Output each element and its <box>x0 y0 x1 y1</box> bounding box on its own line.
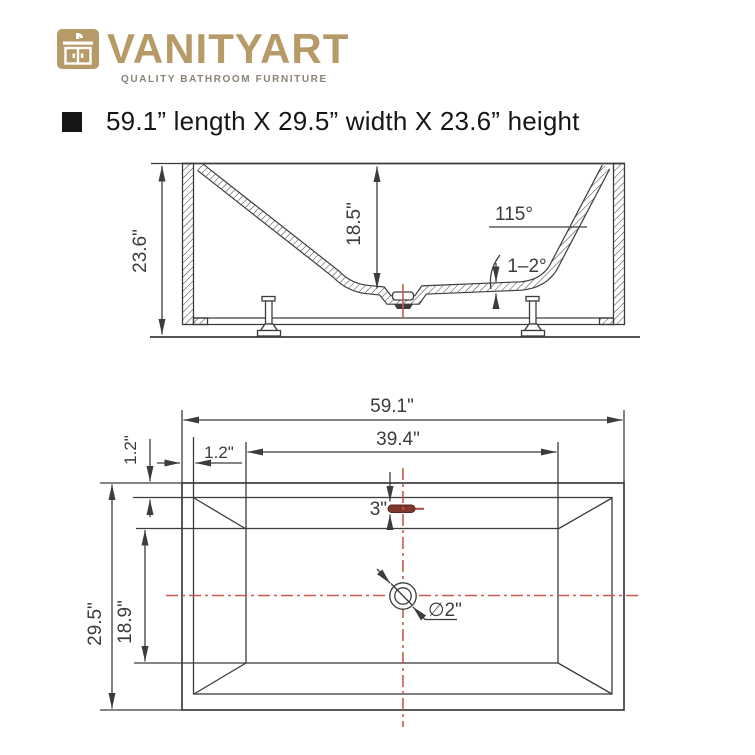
basin-floor-width-label: 18.9" <box>115 600 136 644</box>
wall-angle-callout: 115° <box>489 204 587 228</box>
overall-length-label: 59.1" <box>370 396 414 417</box>
dim-overall-width: 29.5" <box>85 484 182 711</box>
vanity-cabinet-icon <box>57 29 99 69</box>
brand-logo: VANITYART QUALITY BATHROOM FURNITURE <box>56 28 349 85</box>
floor-slope-callout: 1–2° <box>489 254 547 309</box>
right-wall-section <box>612 162 626 326</box>
floor-slope-label: 1–2° <box>507 256 546 277</box>
elevation-view: 23.6" 18.5" 115° 1–2° <box>130 162 640 338</box>
basin-depth-label: 18.5" <box>344 202 365 246</box>
brand-wordmark: VANITYART <box>107 25 350 72</box>
dim-basin-floor-length: 39.4" <box>245 429 559 528</box>
overflow-slot <box>387 504 424 513</box>
left-wall-section <box>181 162 195 326</box>
dim-overall-length: 59.1" <box>181 396 625 483</box>
dim-rim-offset-top: 1.2" <box>100 435 193 517</box>
basin-corner-slopes <box>193 497 613 695</box>
left-foot <box>256 295 282 337</box>
plinth-section-left <box>192 317 209 326</box>
square-bullet-icon <box>62 111 82 132</box>
wall-angle-label: 115° <box>495 204 533 225</box>
plan-view: 59.1" 39.4" 1.2" 1.2" 3" <box>85 396 638 727</box>
basin-floor-length-label: 39.4" <box>376 429 420 450</box>
overall-width-label: 29.5" <box>85 602 106 646</box>
plinth-section-right <box>598 317 615 326</box>
dim-basin-depth: 18.5" <box>344 166 381 289</box>
right-foot <box>520 295 546 337</box>
dim-basin-floor-width: 18.9" <box>115 527 246 664</box>
rim-offset-top-label: 1.2" <box>121 435 140 465</box>
overall-height-label: 23.6" <box>130 229 151 273</box>
dim-overall-height: 23.6" <box>130 162 182 335</box>
brand-tagline: QUALITY BATHROOM FURNITURE <box>121 74 328 85</box>
overflow-offset-label: 3" <box>370 499 387 520</box>
dim-rim-offset-side: 1.2" <box>157 437 242 497</box>
spec-row: 59.1” length X 29.5” width X 23.6” heigh… <box>62 106 580 137</box>
dim-overflow-offset: 3" <box>366 472 394 530</box>
drain-callout: ∅2" <box>376 568 462 621</box>
basin-shell <box>197 163 611 305</box>
drain-diameter-label: ∅2" <box>428 600 462 621</box>
rim-offset-side-label: 1.2" <box>204 443 234 462</box>
spec-title: 59.1” length X 29.5” width X 23.6” heigh… <box>106 106 580 136</box>
